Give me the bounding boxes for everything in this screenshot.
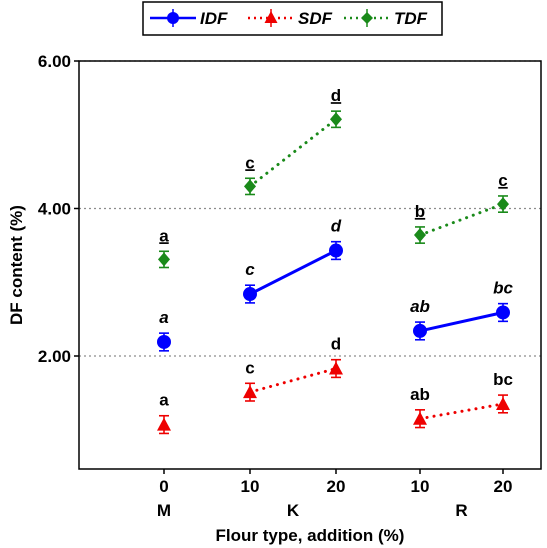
legend-sdf-marker [264,11,278,23]
x-group-label: M [157,501,171,520]
legend-tdf-label: TDF [394,9,428,28]
data-point-tdf [497,197,509,212]
data-point-sdf [496,396,510,410]
legend-tdf-marker [361,12,373,24]
legend-item-tdf: TDF [344,9,428,28]
legend-sdf-label: SDF [298,9,333,28]
x-tick-label: 10 [411,477,430,496]
x-tick-label: 20 [494,477,513,496]
significance-letter-tdf: a [159,226,169,245]
data-point-idf [496,305,510,320]
significance-letter-sdf: a [159,391,169,410]
data-point-tdf [414,228,426,243]
series-tdf-line [418,202,505,237]
series-tdf: a c d b c [158,86,509,269]
data-point-idf [157,334,171,349]
series-sdf-line [248,367,338,394]
data-point-sdf [157,417,171,431]
series-tdf-line [248,117,338,188]
x-group-label: K [287,501,300,520]
significance-letter-idf: a [159,308,168,327]
x-tick-label: 0 [159,477,168,496]
plot-frame [78,60,542,470]
significance-letter-sdf: bc [493,370,513,389]
y-tick-label: 4.00 [38,200,71,219]
legend-item-sdf: SDF [248,9,333,28]
legend-idf-label: IDF [200,9,228,28]
significance-letter-idf: c [245,260,255,279]
series-idf-line [418,310,505,333]
legend-idf-marker [167,12,179,24]
data-point-sdf [413,411,427,425]
y-axis-ticks: 2.00 4.00 6.00 [38,52,79,366]
series-sdf-line [418,402,505,421]
y-axis-label: DF content (%) [7,205,26,325]
y-tick-label: 6.00 [38,52,71,71]
legend-item-idf: IDF [150,9,228,28]
significance-letter-sdf: ab [410,385,430,404]
significance-letter-tdf: c [498,171,507,190]
data-point-tdf [244,179,256,194]
data-point-sdf [329,361,343,375]
significance-letter-idf: ab [410,297,430,316]
legend: IDF SDF TDF [142,1,443,36]
significance-letter-idf: d [331,217,342,236]
data-point-tdf [330,112,342,127]
significance-letter-idf: bc [493,279,513,298]
x-axis-ticks: 0 10 20 10 20 M K R [157,469,513,520]
significance-letter-tdf: c [245,153,254,172]
series-idf-line [248,249,338,296]
series-sdf: a c d ab bc [157,335,513,435]
significance-letter-tdf: b [415,202,425,221]
x-tick-label: 10 [241,477,260,496]
y-tick-label: 2.00 [38,347,71,366]
gridlines [79,60,541,357]
data-point-tdf [158,252,170,267]
x-group-label: R [455,501,467,520]
significance-letter-tdf: d [331,86,341,105]
data-point-idf [243,287,257,302]
data-point-sdf [243,385,257,399]
x-axis-label: Flour type, addition (%) [216,526,405,545]
data-point-idf [329,243,343,258]
significance-letter-sdf: c [245,358,254,377]
data-point-idf [413,323,427,338]
significance-letter-sdf: d [331,335,341,354]
series-idf: a c d ab bc [157,217,513,352]
x-tick-label: 20 [327,477,346,496]
